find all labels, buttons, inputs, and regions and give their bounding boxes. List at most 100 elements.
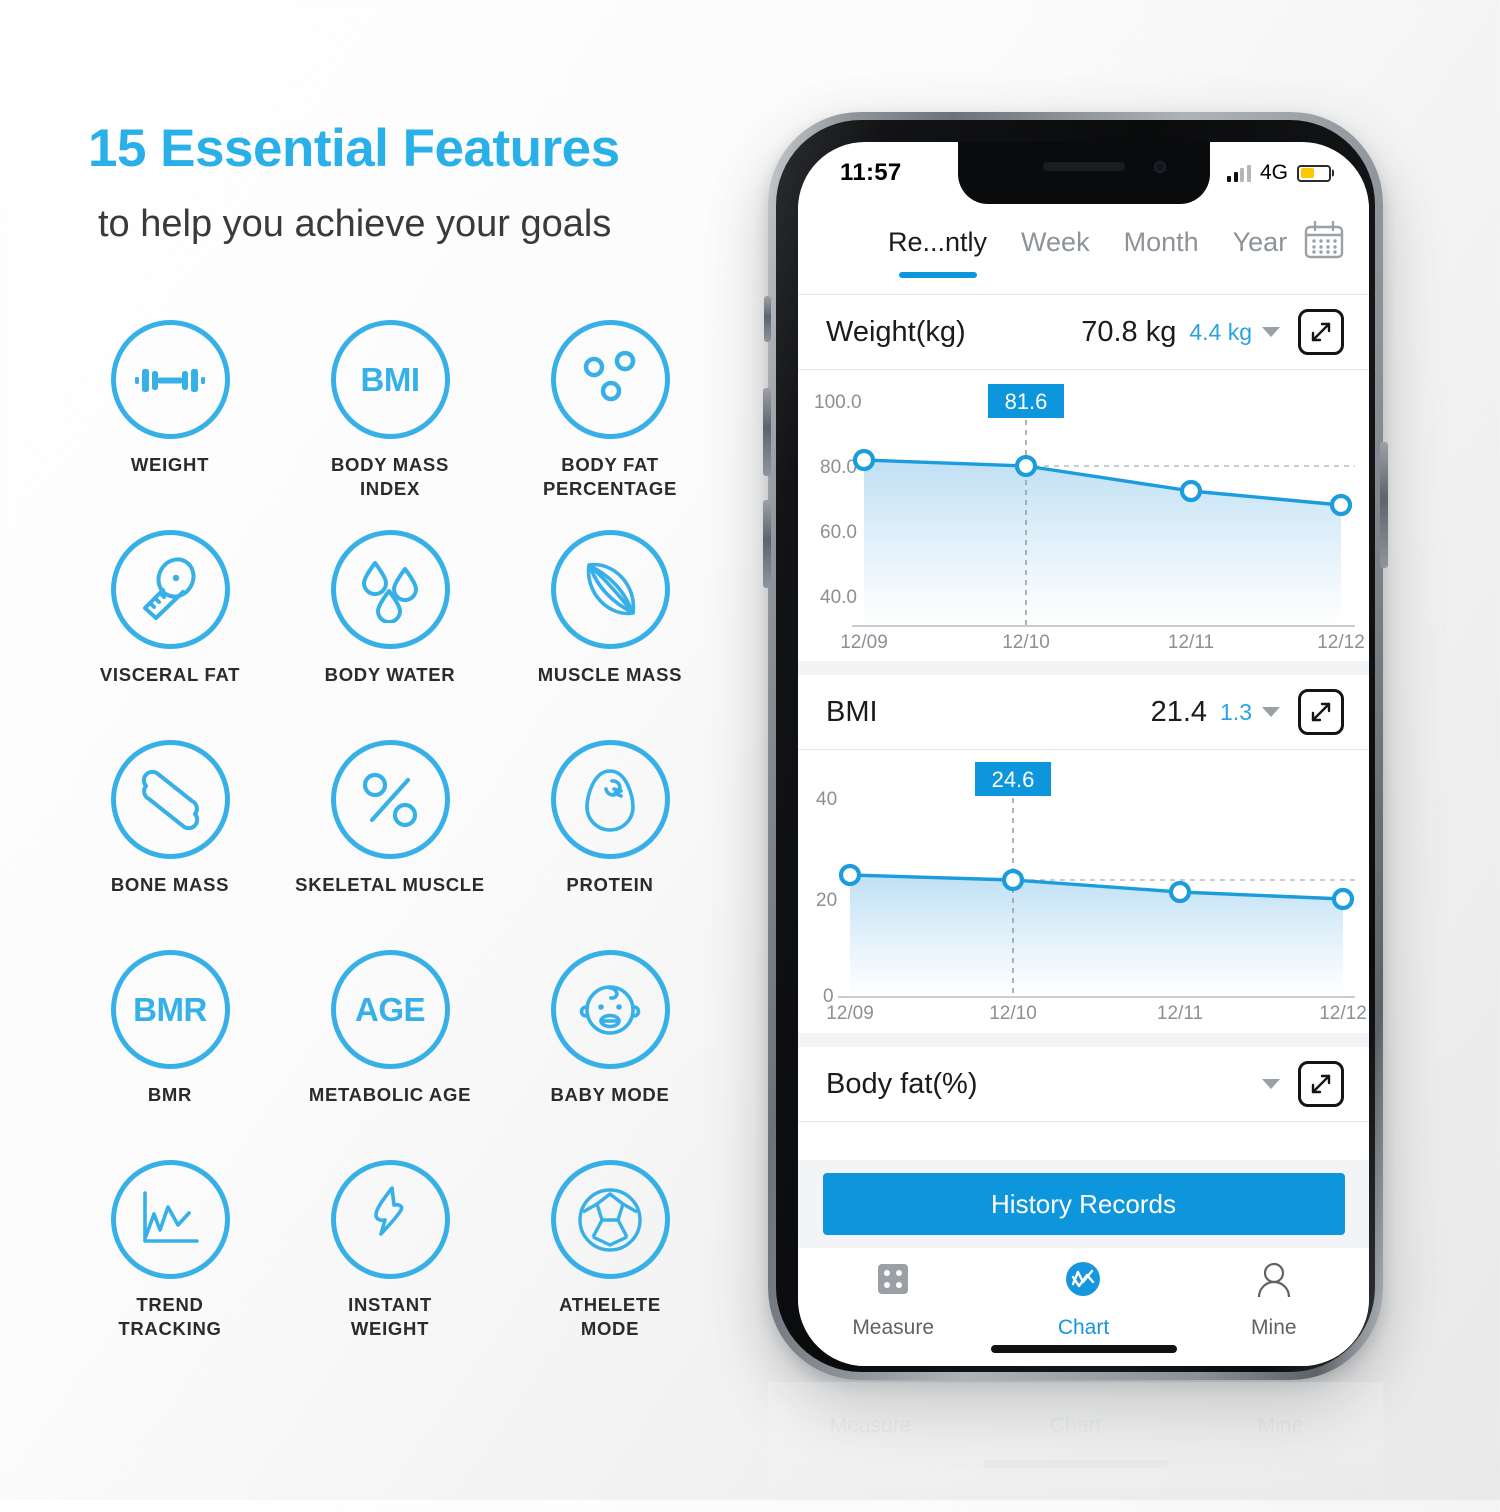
volume-up-button[interactable] [763, 388, 771, 476]
body-fat-dots-icon [550, 320, 670, 439]
feature-label: TREND TRACKING [118, 1294, 222, 1339]
feature-item-bmr: BMR BMR [60, 950, 280, 1160]
status-time: 11:57 [840, 159, 902, 186]
dumbbell-icon [110, 320, 230, 439]
phone-reflection: Measure Chart Mine [768, 1382, 1383, 1512]
feature-item-body-fat: BODY FAT PERCENTAGE [500, 320, 720, 530]
nav-label: Measure [852, 1316, 935, 1339]
svg-text:12/09: 12/09 [840, 632, 888, 650]
feature-label: INSTANT WEIGHT [348, 1294, 432, 1339]
feature-label: BODY FAT PERCENTAGE [542, 454, 678, 499]
card-value: 70.8 kg [1081, 315, 1177, 348]
page-subtitle: to help you achieve your goals [98, 203, 612, 245]
card-header-body-fat: Body fat(%) [798, 1047, 1369, 1122]
feature-label: ATHELETE MODE [559, 1294, 661, 1339]
svg-text:12/11: 12/11 [1157, 1003, 1203, 1022]
card-header-weight: Weight(kg) 70.8 kg 4.4 kg [798, 295, 1369, 370]
volume-down-button[interactable] [763, 500, 771, 588]
feature-item-athlete-mode: ATHELETE MODE [500, 1160, 720, 1370]
nav-label: Mine [1251, 1316, 1297, 1339]
mute-switch[interactable] [764, 296, 771, 342]
expand-icon[interactable] [1298, 689, 1344, 735]
card-header-bmi: BMI 21.4 1.3 [798, 675, 1369, 750]
phone-screen: 11:57 4G Re...ntly We [798, 142, 1369, 1366]
feature-item-skeletal-muscle: SKELETAL MUSCLE [280, 740, 500, 950]
svg-text:60.0: 60.0 [820, 522, 857, 543]
egg-icon [550, 740, 670, 859]
feature-item-baby-mode: BABY MODE [500, 950, 720, 1160]
battery-icon [1297, 164, 1331, 182]
feature-item-weight: WEIGHT [60, 320, 280, 530]
card-title: BMI [826, 695, 878, 728]
card-value: 21.4 [1150, 695, 1208, 728]
bmi-glyph: BMI [360, 360, 421, 398]
svg-text:20: 20 [816, 890, 837, 911]
expand-icon[interactable] [1298, 1061, 1344, 1107]
calendar-icon[interactable] [1301, 218, 1347, 269]
nav-label: Chart [1057, 1316, 1110, 1339]
chevron-down-icon[interactable] [1262, 707, 1280, 717]
expand-icon[interactable] [1298, 309, 1344, 355]
chart-tooltip-weight: 81.6 [1005, 389, 1048, 414]
feature-item-visceral-fat: VISCERAL FAT [60, 530, 280, 740]
weight-chart: 100.0 80.0 60.0 40.0 [798, 370, 1369, 661]
bottom-navigation: Measure Chart [798, 1248, 1369, 1366]
bmr-text-icon: BMR [110, 950, 230, 1069]
feature-item-protein: PROTEIN [500, 740, 720, 950]
reflection-nav-labels: Measure Chart Mine [768, 1414, 1383, 1438]
promo-panel: 15 Essential Features to help you achiev… [60, 119, 720, 1370]
lightning-bolt-icon [330, 1160, 450, 1279]
feature-label: BODY MASS INDEX [330, 454, 449, 499]
baby-face-icon [550, 950, 670, 1069]
feature-label: WEIGHT [130, 454, 210, 475]
svg-text:0: 0 [823, 986, 834, 1007]
feature-label: MUSCLE MASS [537, 664, 683, 685]
reflection-home-indicator [982, 1460, 1169, 1468]
bmr-glyph: BMR [133, 990, 207, 1028]
athlete-wheel-icon [550, 1160, 670, 1279]
feature-label: VISCERAL FAT [99, 664, 241, 685]
status-indicators: 4G [1227, 161, 1331, 185]
chevron-down-icon[interactable] [1262, 1079, 1280, 1089]
feature-label: PROTEIN [566, 874, 654, 895]
chevron-down-icon[interactable] [1262, 327, 1280, 337]
tab-week[interactable]: Week [1021, 226, 1090, 257]
tab-month[interactable]: Month [1123, 226, 1199, 257]
nav-item-chart[interactable]: Chart [988, 1260, 1178, 1340]
period-tabs: Re...ntly Week Month Year [798, 204, 1369, 294]
svg-text:12/09: 12/09 [826, 1003, 874, 1022]
svg-text:12/12: 12/12 [1317, 632, 1365, 650]
svg-text:80.0: 80.0 [820, 457, 857, 478]
line-graph-icon [110, 1160, 230, 1279]
phone-bezel: 11:57 4G Re...ntly We [776, 120, 1375, 1372]
tab-recently[interactable]: Re...ntly [874, 221, 1001, 278]
divider [798, 294, 1369, 295]
nav-item-mine[interactable]: Mine [1179, 1260, 1369, 1340]
network-type-label: 4G [1259, 161, 1288, 184]
power-button[interactable] [1380, 442, 1388, 568]
earpiece-speaker [1042, 162, 1125, 171]
feature-item-metabolic-age: AGE METABOLIC AGE [280, 950, 500, 1160]
card-separator [798, 661, 1369, 675]
feature-item-bone-mass: BONE MASS [60, 740, 280, 950]
history-button-zone: History Records [798, 1160, 1369, 1248]
feature-item-trend-tracking: TREND TRACKING [60, 1160, 280, 1370]
card-title: Body fat(%) [826, 1067, 978, 1100]
feature-label: BODY WATER [324, 664, 456, 685]
age-text-icon: AGE [330, 950, 450, 1069]
chart-content: Weight(kg) 70.8 kg 4.4 kg [798, 295, 1369, 1248]
nav-item-measure[interactable]: Measure [798, 1260, 988, 1340]
tab-list: Re...ntly Week Month Year [810, 221, 1301, 278]
bone-icon [110, 740, 230, 859]
feature-item-bmi: BMI BODY MASS INDEX [280, 320, 500, 530]
feature-item-body-water: BODY WATER [280, 530, 500, 740]
card-delta: 1.3 [1220, 698, 1252, 725]
history-records-button[interactable]: History Records [822, 1173, 1345, 1235]
front-camera [1153, 161, 1166, 173]
home-indicator[interactable] [990, 1345, 1177, 1353]
status-bar: 11:57 4G [798, 142, 1369, 204]
signal-strength-icon [1227, 164, 1251, 182]
notch [957, 142, 1210, 204]
tab-year[interactable]: Year [1232, 226, 1288, 257]
card-title: Weight(kg) [826, 315, 966, 348]
